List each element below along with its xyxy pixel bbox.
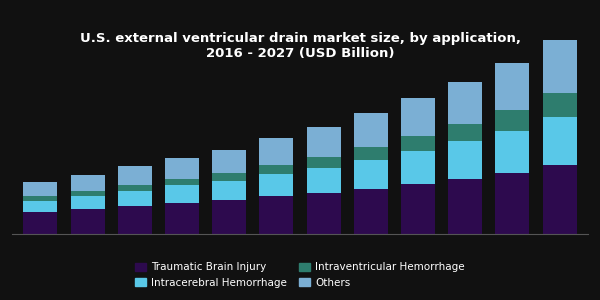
Text: U.S. external ventricular drain market size, by application,
2016 - 2027 (USD Bi: U.S. external ventricular drain market s… [79, 32, 521, 60]
Bar [23, 212, 58, 234]
Bar [401, 98, 435, 136]
Bar [71, 196, 104, 209]
Bar [542, 117, 577, 165]
Bar [448, 179, 482, 234]
Bar [118, 206, 152, 234]
Bar [496, 110, 529, 130]
Bar [259, 138, 293, 165]
Bar [542, 93, 577, 117]
Bar [71, 209, 104, 234]
Bar [496, 130, 529, 173]
Bar [307, 193, 341, 234]
Bar [23, 201, 58, 212]
Bar [401, 151, 435, 184]
Bar [448, 124, 482, 141]
Bar [259, 196, 293, 234]
Bar [23, 196, 58, 201]
Bar [354, 147, 388, 160]
Bar [496, 63, 529, 110]
Bar [496, 173, 529, 234]
Bar [71, 190, 104, 196]
Bar [118, 190, 152, 206]
Bar [118, 185, 152, 191]
Bar [165, 185, 199, 203]
Bar [23, 182, 58, 196]
Bar [307, 168, 341, 193]
Bar [118, 166, 152, 185]
Bar [354, 189, 388, 234]
Bar [542, 165, 577, 234]
Bar [165, 203, 199, 234]
Bar [165, 158, 199, 179]
Bar [542, 40, 577, 93]
Bar [212, 173, 246, 181]
Bar [354, 160, 388, 189]
Bar [165, 179, 199, 185]
Bar [448, 82, 482, 124]
Bar [259, 174, 293, 196]
Bar [401, 136, 435, 151]
Bar [71, 175, 104, 190]
Bar [212, 200, 246, 234]
Bar [401, 184, 435, 234]
Bar [212, 181, 246, 200]
Bar [259, 165, 293, 174]
Bar [307, 157, 341, 168]
Bar [354, 113, 388, 147]
Legend: Traumatic Brain Injury, Intracerebral Hemorrhage, Intraventricular Hemorrhage, O: Traumatic Brain Injury, Intracerebral He… [131, 258, 469, 292]
Bar [212, 150, 246, 173]
Bar [448, 141, 482, 179]
Bar [307, 127, 341, 157]
